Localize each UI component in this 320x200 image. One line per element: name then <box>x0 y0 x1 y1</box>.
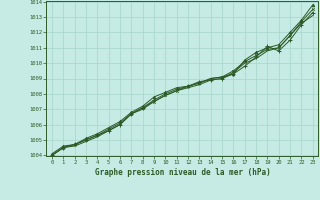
X-axis label: Graphe pression niveau de la mer (hPa): Graphe pression niveau de la mer (hPa) <box>94 168 270 177</box>
